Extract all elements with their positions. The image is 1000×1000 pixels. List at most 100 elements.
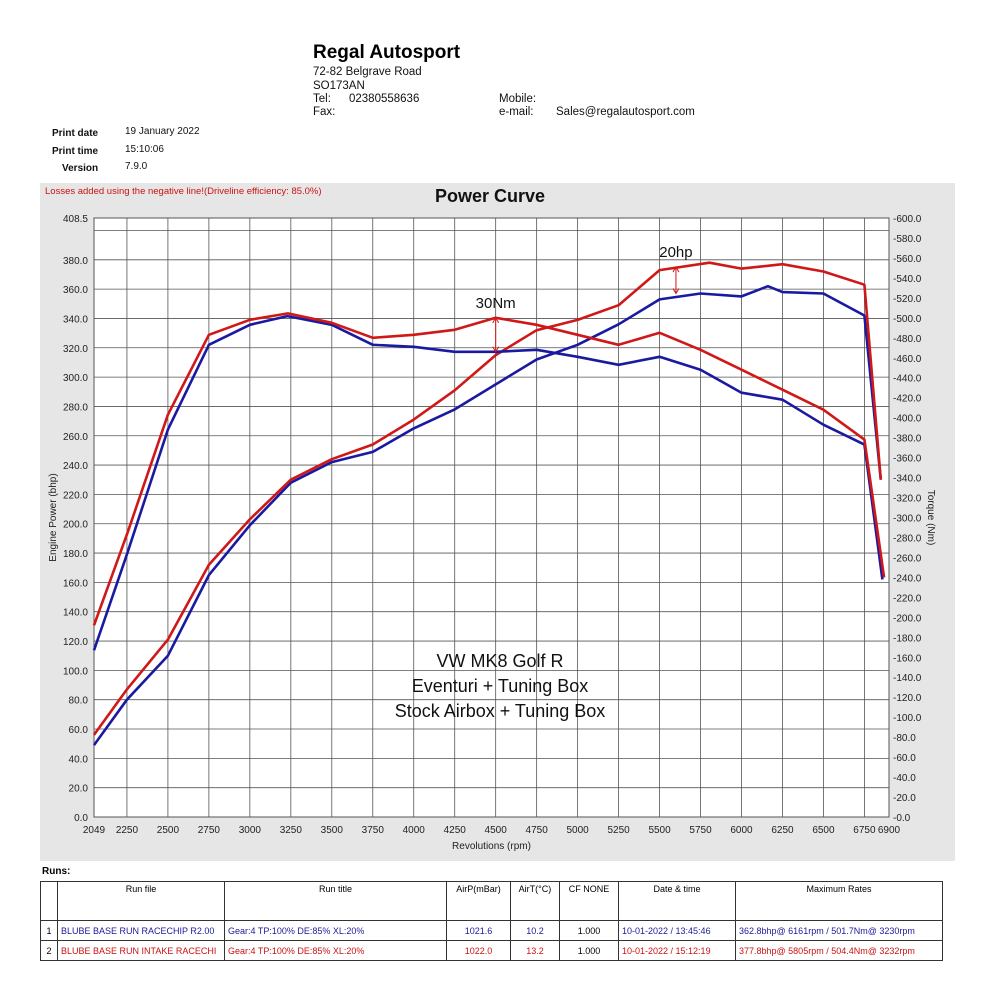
y2-tick-label: -460.0 bbox=[893, 354, 922, 365]
col-run-title: Run title bbox=[224, 881, 447, 921]
col-run-file: Run file bbox=[57, 881, 225, 921]
run-airt: 10.2 bbox=[509, 920, 561, 941]
chart-title: Power Curve bbox=[435, 186, 546, 206]
table-row[interactable]: 1 BLUBE BASE RUN RACECHIP R2.00 Gear:4 T… bbox=[40, 920, 943, 941]
run-airp: 1022.0 bbox=[446, 940, 511, 961]
chart-caption: VW MK8 Golf R bbox=[436, 651, 563, 671]
y-tick-label: 0.0 bbox=[74, 813, 88, 824]
y-tick-label: 240.0 bbox=[63, 461, 88, 472]
x-tick-label: 2750 bbox=[198, 825, 221, 836]
y2-tick-label: -280.0 bbox=[893, 533, 922, 544]
x-tick-label: 6900 bbox=[878, 825, 901, 836]
y-tick-label: 380.0 bbox=[63, 256, 88, 267]
address-line2: SO173AN bbox=[313, 80, 365, 92]
y2-tick-label: -320.0 bbox=[893, 494, 922, 505]
run-title: Gear:4 TP:100% DE:85% XL:20% bbox=[224, 940, 447, 961]
run-airp: 1021.6 bbox=[446, 920, 511, 941]
x-tick-label: 5750 bbox=[689, 825, 712, 836]
y2-tick-label: -60.0 bbox=[893, 753, 916, 764]
y-tick-label: 320.0 bbox=[63, 344, 88, 355]
x-tick-label: 4500 bbox=[485, 825, 508, 836]
y-tick-label: 180.0 bbox=[63, 549, 88, 560]
y2-tick-label: -140.0 bbox=[893, 673, 922, 684]
run-title: Gear:4 TP:100% DE:85% XL:20% bbox=[224, 920, 447, 941]
y2-tick-label: -360.0 bbox=[893, 454, 922, 465]
y2-tick-label: -200.0 bbox=[893, 613, 922, 624]
y-tick-label: 140.0 bbox=[63, 608, 88, 619]
address-line1: 72-82 Belgrave Road bbox=[313, 66, 422, 78]
series-run1-power-line bbox=[92, 284, 883, 746]
email-value: Sales@regalautosport.com bbox=[556, 106, 695, 118]
y2-tick-label: -80.0 bbox=[893, 733, 916, 744]
run-cf: 1.000 bbox=[559, 920, 619, 941]
y2-tick-label: -380.0 bbox=[893, 434, 922, 445]
x-tick-label: 2500 bbox=[157, 825, 180, 836]
tel-value: 02380558636 bbox=[349, 93, 420, 105]
x-tick-label: 3500 bbox=[321, 825, 344, 836]
x-tick-label: 6500 bbox=[812, 825, 835, 836]
x-tick-label: 3750 bbox=[362, 825, 385, 836]
run-date: 10-01-2022 / 13:45:46 bbox=[618, 920, 736, 941]
y2-tick-label: -340.0 bbox=[893, 474, 922, 485]
x-tick-label: 4250 bbox=[444, 825, 467, 836]
y-tick-label: 60.0 bbox=[69, 725, 89, 736]
y2-tick-label: -180.0 bbox=[893, 633, 922, 644]
y-tick-label: 220.0 bbox=[63, 490, 88, 501]
x-axis-label: Revolutions (rpm) bbox=[452, 841, 531, 852]
y2-tick-label: -120.0 bbox=[893, 693, 922, 704]
x-tick-label: 5500 bbox=[648, 825, 671, 836]
x-tick-label: 2250 bbox=[116, 825, 139, 836]
x-tick-label: 6250 bbox=[771, 825, 794, 836]
y-tick-label: 20.0 bbox=[69, 784, 89, 795]
x-tick-label: 6000 bbox=[730, 825, 753, 836]
col-max-rates: Maximum Rates bbox=[735, 881, 943, 921]
y2-tick-label: -240.0 bbox=[893, 573, 922, 584]
plot-border bbox=[93, 217, 890, 818]
col-airt: AirT(°C) bbox=[509, 881, 561, 921]
y2-tick-label: -400.0 bbox=[893, 414, 922, 425]
y2-tick-label: -600.0 bbox=[893, 214, 922, 225]
series-run2-power-line bbox=[92, 261, 883, 736]
x-tick-label: 2049 bbox=[83, 825, 106, 836]
fax-label: Fax: bbox=[313, 106, 336, 118]
email-label: e-mail: bbox=[499, 106, 534, 118]
y2-tick-label: -420.0 bbox=[893, 394, 922, 405]
y2-tick-label: -220.0 bbox=[893, 593, 922, 604]
print-time-label: Print time bbox=[52, 146, 99, 157]
y2-tick-label: -540.0 bbox=[893, 274, 922, 285]
run-max-rates: 362.8bhp@ 6161rpm / 501.7Nm@ 3230rpm bbox=[735, 920, 943, 941]
y-tick-label: 340.0 bbox=[63, 314, 88, 325]
y-tick-label: 100.0 bbox=[63, 666, 88, 677]
arrowhead-icon bbox=[672, 266, 680, 295]
x-tick-label: 4750 bbox=[526, 825, 549, 836]
y-tick-label: 280.0 bbox=[63, 402, 88, 413]
runs-table: Run file Run title AirP(mBar) AirT(°C) C… bbox=[40, 881, 943, 961]
y-tick-label: 160.0 bbox=[63, 578, 88, 589]
run-index: 2 bbox=[40, 940, 58, 961]
run-file: BLUBE BASE RUN RACECHIP R2.00 bbox=[57, 920, 225, 941]
mobile-label: Mobile: bbox=[499, 93, 537, 105]
arrowhead-icon bbox=[492, 316, 500, 353]
y2-tick-label: -100.0 bbox=[893, 713, 922, 724]
y-tick-label: 120.0 bbox=[63, 637, 88, 648]
company-name: Regal Autosport bbox=[313, 42, 461, 63]
losses-note: Losses added using the negative line!(Dr… bbox=[45, 186, 322, 197]
y-tick-label: 300.0 bbox=[63, 373, 88, 384]
runs-header-row: Run file Run title AirP(mBar) AirT(°C) C… bbox=[40, 881, 943, 921]
chart-caption: Eventuri + Tuning Box bbox=[412, 676, 589, 696]
run-index: 1 bbox=[40, 920, 58, 941]
run-cf: 1.000 bbox=[559, 940, 619, 961]
y2-tick-label: -580.0 bbox=[893, 234, 922, 245]
y-tick-label: 80.0 bbox=[69, 696, 89, 707]
print-time: 15:10:06 bbox=[125, 144, 164, 155]
y2-tick-label: -160.0 bbox=[893, 653, 922, 664]
chart-caption: Stock Airbox + Tuning Box bbox=[395, 701, 606, 721]
y-tick-label: 408.5 bbox=[63, 214, 88, 225]
table-row[interactable]: 2 BLUBE BASE RUN INTAKE RACECHI Gear:4 T… bbox=[40, 940, 943, 961]
y-tick-label: 260.0 bbox=[63, 432, 88, 443]
runs-label: Runs: bbox=[42, 866, 71, 877]
y2-tick-label: -40.0 bbox=[893, 773, 916, 784]
y2-tick-label: -440.0 bbox=[893, 374, 922, 385]
